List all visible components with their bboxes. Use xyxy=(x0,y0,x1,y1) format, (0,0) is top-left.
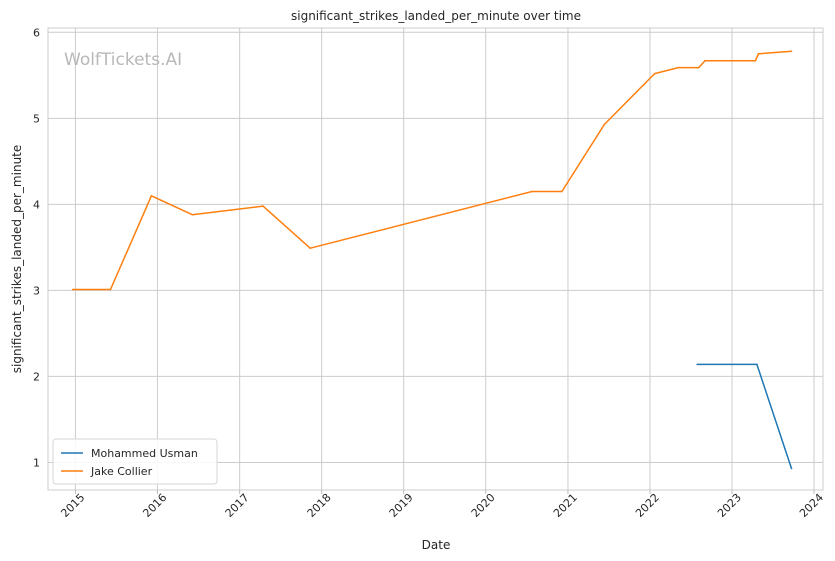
chart-title: significant_strikes_landed_per_minute ov… xyxy=(291,9,581,23)
data-point xyxy=(790,467,793,470)
series-lines xyxy=(71,50,793,470)
data-point xyxy=(603,123,606,126)
x-tick-label: 2023 xyxy=(715,491,744,520)
x-tick-label: 2019 xyxy=(387,491,416,520)
x-tick-label: 2017 xyxy=(223,491,252,520)
data-point xyxy=(704,59,706,62)
x-tick-label: 2020 xyxy=(469,491,498,520)
data-point xyxy=(756,363,758,366)
data-point xyxy=(653,72,656,75)
data-point xyxy=(697,66,700,69)
x-tick-label: 2018 xyxy=(305,491,334,520)
y-tick-label: 6 xyxy=(33,26,40,39)
data-point xyxy=(561,190,563,193)
y-tick-label: 2 xyxy=(33,370,40,383)
legend-box xyxy=(52,438,218,485)
y-tick-label: 3 xyxy=(33,284,40,297)
data-point xyxy=(757,53,760,55)
y-tick-labels: 1 2 3 4 5 6 xyxy=(33,26,40,469)
x-axis-label: Date xyxy=(422,538,451,552)
data-point xyxy=(754,59,757,62)
y-axis-label: significant_strikes_landed_per_minute xyxy=(10,145,24,374)
x-tick-label: 2016 xyxy=(140,491,169,520)
data-point xyxy=(790,50,793,53)
x-tick-label: 2024 xyxy=(797,491,826,520)
legend-label: Jake Collier xyxy=(90,465,153,478)
legend: Mohammed Usman Jake Collier xyxy=(52,438,218,485)
watermark-text: WolfTickets.AI xyxy=(64,50,182,70)
x-tick-label: 2021 xyxy=(551,491,580,520)
x-tick-label: 2022 xyxy=(633,491,662,520)
y-tick-label: 4 xyxy=(33,198,40,211)
data-point xyxy=(109,288,112,291)
x-tick-label: 2015 xyxy=(58,491,87,520)
y-tick-label: 1 xyxy=(33,456,40,469)
data-point xyxy=(71,288,74,291)
y-tick-label: 5 xyxy=(33,112,40,125)
data-point xyxy=(696,363,698,366)
data-point xyxy=(309,247,312,250)
series-line-1 xyxy=(72,50,792,291)
data-point xyxy=(531,190,533,193)
plot-area xyxy=(47,27,824,491)
data-point xyxy=(677,66,680,69)
legend-label: Mohammed Usman xyxy=(91,447,198,460)
data-point xyxy=(262,205,264,207)
data-point xyxy=(150,194,153,197)
x-tick-labels: 2015 2016 2017 2018 2019 2020 2021 2022 2023 2024 xyxy=(58,491,826,520)
data-point xyxy=(191,213,194,216)
